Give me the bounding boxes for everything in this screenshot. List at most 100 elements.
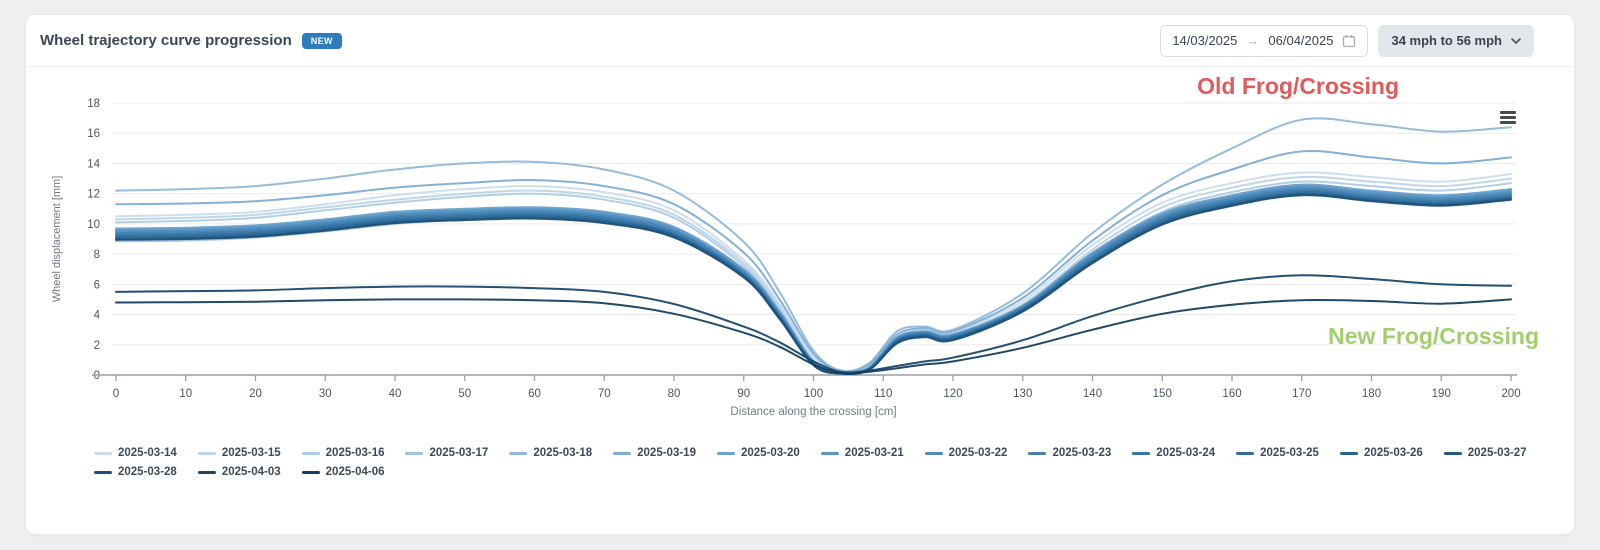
legend-label: 2025-03-16	[325, 447, 385, 459]
series-line-2025-04-06	[115, 298, 1512, 375]
legend-marker-icon	[301, 451, 320, 455]
legend-marker-icon	[94, 451, 112, 455]
series-paths	[115, 117, 1512, 375]
legend-item-2025-03-26[interactable]: 2025-03-26	[1339, 447, 1423, 459]
legend-label: 2025-03-14	[118, 447, 177, 459]
x-tick-label: 120	[943, 388, 962, 400]
chart-context-menu-icon[interactable]	[1500, 111, 1516, 124]
legend-label: 2025-03-17	[429, 447, 489, 459]
speed-range-value: 34 mph to 56 mph	[1391, 33, 1502, 48]
x-tick-label: 90	[737, 388, 750, 400]
legend-label: 2025-03-25	[1260, 447, 1319, 459]
legend-label: 2025-03-21	[844, 447, 904, 459]
legend-item-2025-03-18[interactable]: 2025-03-18	[509, 447, 592, 459]
y-tick-label: 8	[94, 249, 100, 261]
legend-label: 2025-03-28	[118, 466, 177, 478]
x-tick-label: 40	[389, 388, 402, 400]
speed-range-select[interactable]: 34 mph to 56 mph	[1378, 24, 1534, 57]
legend-item-2025-03-25[interactable]: 2025-03-25	[1236, 447, 1319, 459]
legend-marker-icon	[1236, 451, 1255, 455]
x-tick-label: 150	[1153, 388, 1172, 400]
x-tick-label: 130	[1013, 388, 1032, 400]
legend-marker-icon	[820, 451, 839, 455]
legend-label: 2025-03-15	[221, 447, 281, 459]
legend-item-2025-03-17[interactable]: 2025-03-17	[405, 447, 488, 459]
y-tick-label: 18	[87, 98, 100, 110]
legend-marker-icon	[1443, 451, 1462, 455]
y-axis-title: Wheel displacement [mm]	[51, 176, 63, 303]
date-range-start[interactable]: 14/03/2025	[1172, 33, 1238, 48]
legend-item-2025-03-14[interactable]: 2025-03-14	[94, 447, 177, 459]
legend-marker-icon	[613, 451, 632, 455]
page-title: Wheel trajectory curve progression	[40, 32, 292, 49]
chart-area: 0 2 4 6 8 10 12 14 16 18 Wheel displacement [mm] 0 1…	[26, 67, 1574, 437]
legend-label: 2025-03-27	[1467, 447, 1527, 459]
y-tick-label: 12	[87, 189, 100, 201]
y-tick-label: 2	[94, 340, 100, 352]
legend-item-2025-04-03[interactable]: 2025-04-03	[197, 466, 281, 478]
legend-label: 2025-04-03	[221, 466, 281, 478]
series-line-2025-03-14	[115, 171, 1512, 374]
x-tick-label: 60	[528, 388, 541, 400]
y-tick-label: 14	[87, 158, 100, 170]
new-badge: NEW	[301, 32, 342, 49]
legend-label: 2025-04-06	[325, 466, 385, 478]
legend-label: 2025-03-22	[948, 447, 1008, 459]
legend-item-2025-03-19[interactable]: 2025-03-19	[613, 447, 696, 459]
x-tick-label: 190	[1432, 388, 1451, 400]
legend-label: 2025-03-23	[1052, 447, 1112, 459]
series-line-2025-04-03	[115, 274, 1512, 374]
legend-item-2025-03-15[interactable]: 2025-03-15	[197, 447, 281, 459]
legend-marker-icon	[1339, 451, 1358, 455]
legend-marker-icon	[1132, 451, 1151, 455]
legend-item-2025-03-24[interactable]: 2025-03-24	[1132, 447, 1215, 459]
calendar-icon[interactable]	[1342, 34, 1356, 48]
y-tick-label: 6	[94, 279, 100, 291]
y-tick-label: 0	[94, 370, 100, 382]
date-range-picker[interactable]: 14/03/2025 → 06/04/2025	[1160, 24, 1369, 57]
legend-item-2025-03-21[interactable]: 2025-03-21	[820, 447, 904, 459]
chart-card: Wheel trajectory curve progression NEW 1…	[25, 14, 1575, 535]
legend-marker-icon	[924, 451, 943, 455]
series-line-2025-03-18	[115, 117, 1512, 373]
y-tick-label: 4	[94, 310, 101, 322]
legend-label: 2025-03-20	[740, 447, 800, 459]
y-tick-label: 16	[87, 128, 100, 140]
x-tick-label: 70	[598, 388, 611, 400]
annotation-old-frog: Old Frog/Crossing	[1197, 73, 1399, 99]
x-tick-label: 100	[804, 388, 823, 400]
legend-item-2025-03-20[interactable]: 2025-03-20	[716, 447, 800, 459]
x-tick-label: 160	[1222, 388, 1241, 400]
x-tick-label: 20	[249, 388, 262, 400]
x-tick-label: 10	[179, 388, 192, 400]
legend-item-2025-03-16[interactable]: 2025-03-16	[301, 447, 385, 459]
legend-item-2025-03-22[interactable]: 2025-03-22	[924, 447, 1008, 459]
date-range-end[interactable]: 06/04/2025	[1268, 33, 1334, 48]
legend-marker-icon	[1028, 451, 1047, 455]
x-axis: 0 10 20 30 40 50 60 70 80 90 100 110 120 130 140 150 160…	[92, 374, 1521, 418]
chart-legend: 2025-03-14 2025-03-15 2025-03-16 2025-03-17…	[26, 437, 1574, 478]
legend-marker-icon	[405, 451, 424, 455]
series-line-2025-03-24	[115, 189, 1512, 375]
x-tick-label: 180	[1362, 388, 1381, 400]
legend-marker-icon	[509, 451, 528, 455]
x-axis-title: Distance along the crossing [cm]	[730, 406, 896, 418]
x-tick-label: 110	[874, 388, 892, 400]
legend-item-2025-03-28[interactable]: 2025-03-28	[94, 466, 177, 478]
y-tick-label: 10	[87, 219, 100, 231]
annotation-new-frog: New Frog/Crossing	[1328, 323, 1539, 349]
card-header: Wheel trajectory curve progression NEW 1…	[26, 15, 1574, 67]
legend-label: 2025-03-26	[1363, 447, 1423, 459]
legend-marker-icon	[197, 451, 216, 455]
legend-label: 2025-03-19	[637, 447, 696, 459]
legend-marker-icon	[716, 451, 735, 455]
series-line-2025-03-22	[115, 186, 1512, 375]
legend-item-2025-04-06[interactable]: 2025-04-06	[301, 466, 385, 478]
legend-label: 2025-03-24	[1156, 447, 1216, 459]
date-range-arrow-icon: →	[1246, 33, 1260, 48]
x-tick-label: 0	[113, 388, 119, 400]
legend-item-2025-03-23[interactable]: 2025-03-23	[1028, 447, 1111, 459]
legend-item-2025-03-27[interactable]: 2025-03-27	[1443, 447, 1527, 459]
x-tick-label: 170	[1292, 388, 1311, 400]
chevron-down-icon	[1511, 37, 1521, 44]
